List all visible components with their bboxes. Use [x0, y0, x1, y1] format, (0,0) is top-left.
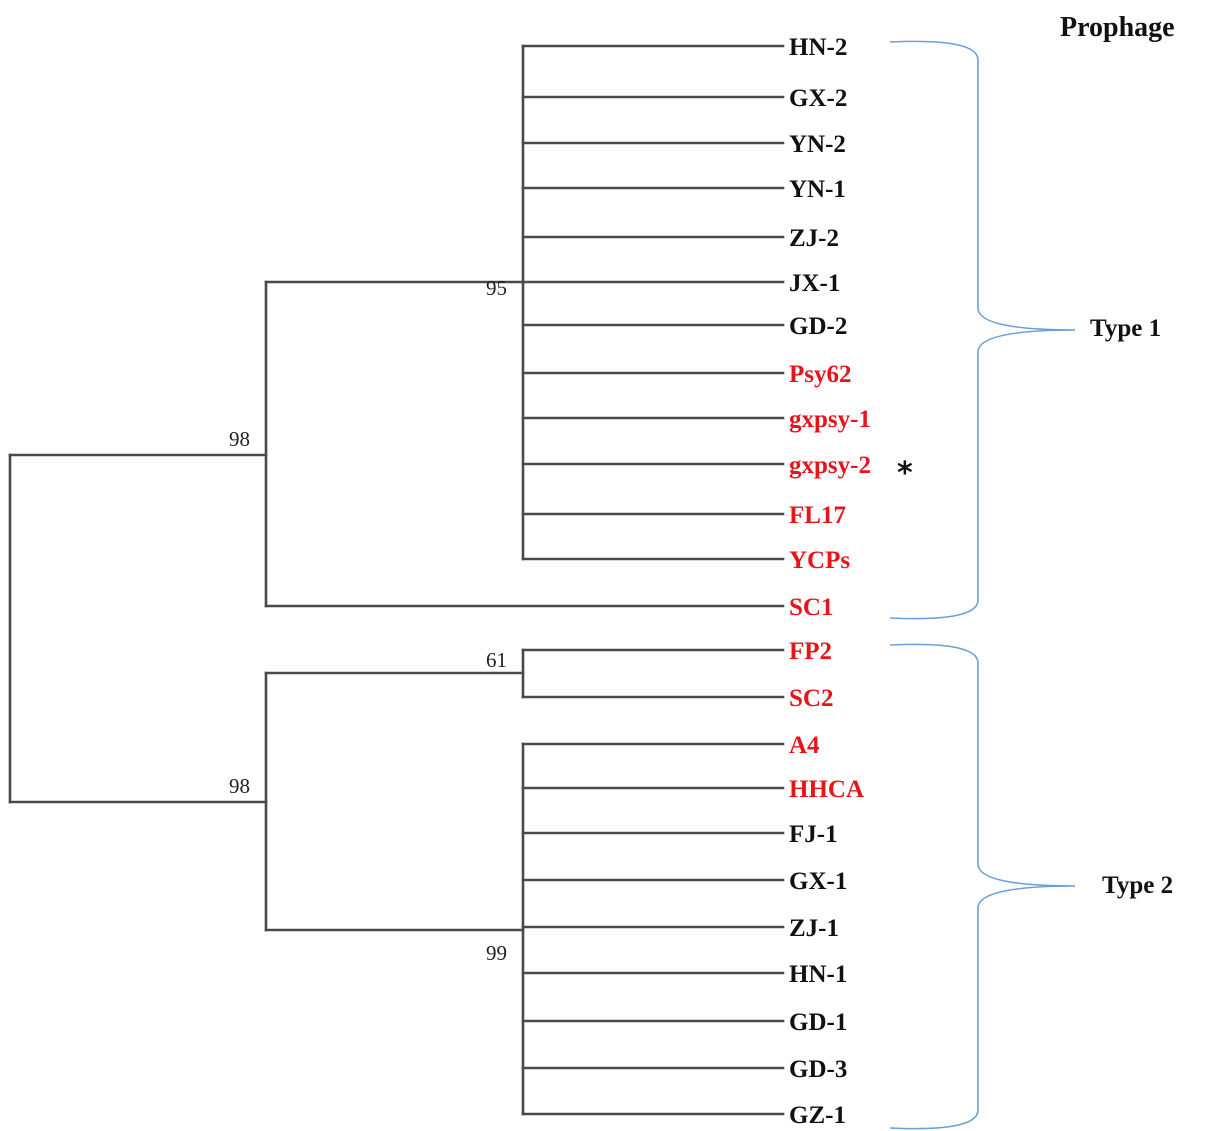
leaf-label: HN-2 — [789, 34, 847, 61]
leaf-label: gxpsy-2 — [789, 452, 871, 479]
group-braces — [889, 40, 1076, 1130]
leaf-label: SC2 — [789, 685, 833, 712]
brace-type-1 — [889, 40, 1076, 620]
support-values: 98 95 98 61 99 — [229, 276, 507, 965]
figure-title: Prophage — [1060, 12, 1175, 43]
group-label-type-2: Type 2 — [1102, 872, 1173, 899]
leaf-label: FL17 — [789, 502, 846, 529]
support-value: 98 — [229, 774, 250, 798]
brace-type-2 — [889, 643, 1076, 1130]
leaf-label: FJ-1 — [789, 821, 838, 848]
leaf-label: GX-2 — [789, 85, 847, 112]
leaf-label: GD-1 — [789, 1009, 847, 1036]
support-value: 95 — [486, 276, 507, 300]
leaf-label: A4 — [789, 732, 820, 759]
support-value: 99 — [486, 941, 507, 965]
leaf-label: JX-1 — [789, 270, 840, 297]
leaf-label: YN-2 — [789, 131, 846, 158]
leaf-label: GD-2 — [789, 313, 847, 340]
leaf-label: Psy62 — [789, 361, 852, 388]
leaf-label: GZ-1 — [789, 1102, 846, 1129]
support-value: 98 — [229, 427, 250, 451]
leaf-label: ZJ-2 — [789, 225, 839, 252]
leaf-label: SC1 — [789, 594, 833, 621]
leaf-label: ZJ-1 — [789, 915, 839, 942]
leaf-labels: HN-2 GX-2 YN-2 YN-1 ZJ-2 JX-1 GD-2 Psy62 gxpsy-1… — [789, 34, 913, 1129]
support-value: 61 — [486, 648, 507, 672]
leaf-label: YCPs — [789, 547, 850, 574]
leaf-label: HHCA — [789, 776, 864, 803]
leaf-label: YN-1 — [789, 176, 846, 203]
leaf-label: HN-1 — [789, 961, 847, 988]
leaf-label: GD-3 — [789, 1056, 847, 1083]
group-label-type-1: Type 1 — [1090, 315, 1161, 342]
leaf-label: gxpsy-1 — [789, 406, 871, 433]
leaf-label: FP2 — [789, 638, 832, 665]
tree-branches — [8, 44, 785, 1116]
asterisk-marker: * — [897, 456, 913, 491]
leaf-label: GX-1 — [789, 868, 847, 895]
